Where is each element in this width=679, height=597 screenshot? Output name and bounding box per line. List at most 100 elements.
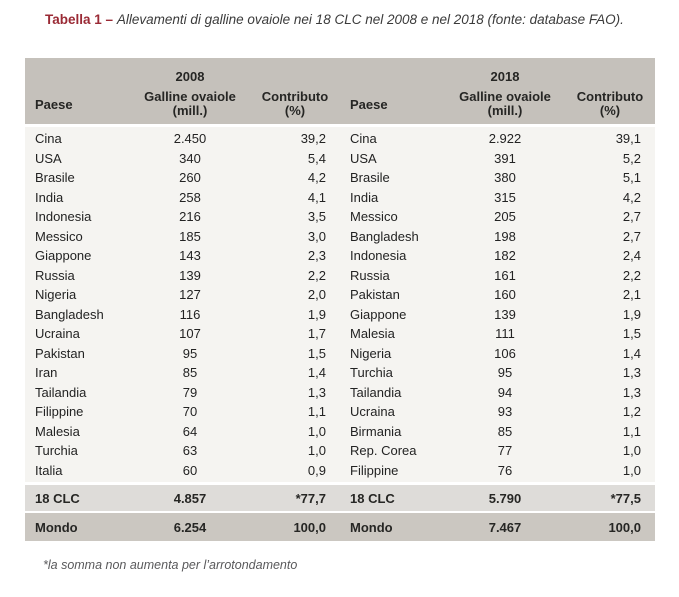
col-header-galline-line1: Galline ovaiole: [144, 88, 236, 104]
country-2018-cell: Filippine: [350, 462, 399, 478]
hens-2018-cell: 161: [494, 267, 516, 283]
col-header-galline-line2: (mill.): [172, 103, 208, 118]
hens-2008-cell: 185: [179, 228, 201, 244]
share-2008-cell: 3,0: [307, 228, 326, 244]
country-2018-cell: Giappone: [350, 306, 407, 322]
table-row: Filippine 70 1,1 Ucraina 93 1,2: [25, 402, 655, 422]
table-row: USA 340 5,4 USA 391 5,2: [25, 149, 655, 169]
table-row: Ucraina 107 1,7 Malesia 111 1,5: [25, 324, 655, 344]
share-2018-cell: 1,0: [622, 462, 641, 478]
share-2008-cell: 0,9: [307, 462, 326, 478]
col-header-contributo-2018: Contributo (%): [565, 88, 655, 119]
table-row: Cina 2.450 39,2 Cina 2.922 39,1: [25, 129, 655, 149]
country-2018-cell: Rep. Corea: [350, 443, 417, 459]
share-2018-cell: 2,7: [622, 209, 641, 225]
hens-2018-cell: 391: [494, 150, 516, 166]
hens-2008-cell: 143: [179, 248, 201, 264]
country-2018-cell: USA: [350, 150, 377, 166]
hens-2018-cell: 76: [497, 462, 513, 478]
table-caption-text: Allevamenti di galline ovaiole nei 18 CL…: [116, 12, 624, 27]
country-2018-cell: Pakistan: [350, 287, 400, 303]
country-2018-cell: Russia: [350, 267, 390, 283]
hens-2008-cell: 260: [179, 170, 201, 186]
share-2008-cell: 5,4: [307, 150, 326, 166]
year-header-2018: 2018: [490, 69, 520, 84]
share-2018-cell: 5,1: [622, 170, 641, 186]
country-2008-cell: Filippine: [35, 404, 84, 420]
summary-label-2008: 18 CLC: [35, 490, 80, 506]
share-2008-cell: 1,0: [307, 423, 326, 439]
hens-2008-cell: 139: [179, 267, 201, 283]
col-header-contributo-line2: (%): [599, 103, 621, 118]
table-row: Pakistan 95 1,5 Nigeria 106 1,4: [25, 344, 655, 364]
table-row: Turchia 63 1,0 Rep. Corea 77 1,0: [25, 441, 655, 461]
col-header-galline-line1: Galline ovaiole: [459, 88, 551, 104]
country-2018-cell: Indonesia: [350, 248, 407, 264]
country-2018-cell: Cina: [350, 131, 377, 147]
country-2018-cell: Malesia: [350, 326, 395, 342]
hens-2018-cell: 95: [497, 365, 513, 381]
world-label-2008: Mondo: [35, 519, 78, 535]
hens-2008-cell: 70: [182, 404, 198, 420]
hens-2018-cell: 205: [494, 209, 516, 225]
hens-2018-cell: 2.922: [488, 131, 522, 147]
hens-2018-cell: 106: [494, 345, 516, 361]
country-2008-cell: India: [35, 189, 64, 205]
summary-share-2008: *77,7: [295, 490, 326, 506]
col-header-contributo-2008: Contributo (%): [250, 89, 340, 119]
share-2018-cell: 1,0: [622, 443, 641, 459]
hens-2018-cell: 182: [494, 248, 516, 264]
table-row: Giappone 143 2,3 Indonesia 182 2,4: [25, 246, 655, 266]
share-2008-cell: 1,4: [307, 365, 326, 381]
country-2008-cell: Ucraina: [35, 326, 80, 342]
hens-2018-cell: 77: [497, 443, 513, 459]
summary-hens-2008: 4.857: [173, 490, 207, 506]
share-2018-cell: 1,3: [622, 365, 641, 381]
hens-2008-cell: 60: [182, 462, 198, 478]
country-2008-cell: Iran: [35, 365, 58, 381]
summary-label-2018: 18 CLC: [350, 490, 395, 506]
share-2008-cell: 1,9: [307, 306, 326, 322]
col-header-contributo-line1: Contributo: [576, 88, 644, 104]
table-row: Brasile 260 4,2 Brasile 380 5,1: [25, 168, 655, 188]
share-2018-cell: 39,1: [615, 131, 641, 147]
table-row: Tailandia 79 1,3 Tailandia 94 1,3: [25, 383, 655, 403]
world-share-2008: 100,0: [293, 519, 326, 535]
table-row: Malesia 64 1,0 Birmania 85 1,1: [25, 422, 655, 442]
country-2008-cell: Giappone: [35, 248, 92, 264]
summary-share-2018: *77,5: [610, 490, 641, 506]
share-2018-cell: 2,4: [622, 248, 641, 264]
col-header-galline-2018: Galline ovaiole (mill.): [445, 88, 565, 119]
share-2018-cell: 2,7: [622, 228, 641, 244]
share-2018-cell: 5,2: [622, 150, 641, 166]
country-2018-cell: Nigeria: [350, 345, 392, 361]
country-2008-cell: Indonesia: [35, 209, 92, 225]
table-footnote: *la somma non aumenta per l’arrotondamen…: [43, 558, 298, 572]
share-2008-cell: 39,2: [300, 131, 326, 147]
country-2008-cell: Bangladesh: [35, 306, 104, 322]
hens-2018-cell: 160: [494, 287, 516, 303]
share-2008-cell: 2,2: [307, 267, 326, 283]
share-2018-cell: 1,4: [622, 345, 641, 361]
hens-2018-cell: 111: [495, 326, 515, 342]
share-2008-cell: 1,7: [307, 326, 326, 342]
country-2008-cell: Malesia: [35, 423, 80, 439]
hens-2008-cell: 95: [182, 345, 198, 361]
table-row: Indonesia 216 3,5 Messico 205 2,7: [25, 207, 655, 227]
table-caption: Tabella 1 – Allevamenti di galline ovaio…: [45, 10, 647, 29]
share-2008-cell: 3,5: [307, 209, 326, 225]
country-2008-cell: Turchia: [35, 443, 78, 459]
country-2008-cell: Italia: [35, 462, 63, 478]
col-header-paese-2008: Paese: [35, 96, 73, 112]
table-row: Italia 60 0,9 Filippine 76 1,0: [25, 461, 655, 481]
share-2008-cell: 4,1: [307, 189, 326, 205]
country-2018-cell: Brasile: [350, 170, 390, 186]
share-2008-cell: 1,5: [307, 345, 326, 361]
hens-2008-cell: 340: [179, 150, 201, 166]
country-2008-cell: Messico: [35, 228, 83, 244]
country-2008-cell: Tailandia: [35, 384, 87, 400]
share-2008-cell: 4,2: [307, 170, 326, 186]
country-2008-cell: Pakistan: [35, 345, 85, 361]
hens-2018-cell: 315: [494, 189, 516, 205]
col-header-galline-2008: Galline ovaiole (mill.): [130, 88, 250, 119]
